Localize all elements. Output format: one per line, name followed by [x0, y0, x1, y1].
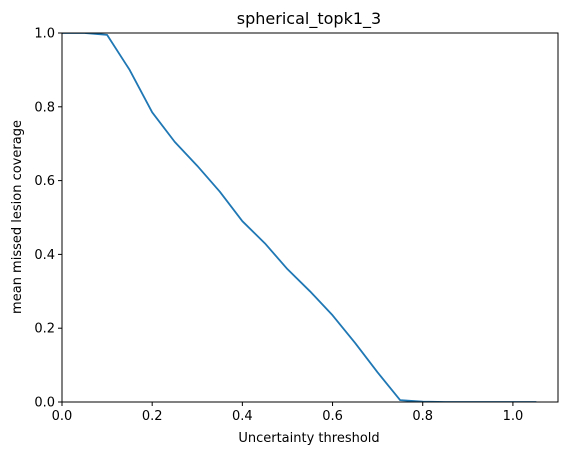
y-axis-label: mean missed lesion coverage [10, 120, 25, 314]
x-tick-label-2: 0.4 [232, 409, 253, 424]
y-tick-label-5: 1.0 [34, 27, 55, 42]
plot-area: 0.0 0.2 0.4 0.6 0.8 1.0 0.0 0.2 0.4 0.6 0.8 1.0 [34, 27, 559, 424]
plot-frame [61, 32, 559, 403]
series-line-0 [62, 33, 537, 402]
chart-title: spherical_topk1_3 [237, 9, 381, 29]
y-tick-label-2: 0.4 [34, 248, 55, 263]
x-tick-label-0: 0.0 [52, 409, 73, 424]
y-tick-label-4: 0.8 [34, 100, 55, 115]
y-tick-label-3: 0.6 [34, 174, 55, 189]
x-tick-label-3: 0.6 [322, 409, 343, 424]
x-tick-label-5: 1.0 [503, 409, 524, 424]
y-tick-label-0: 0.0 [34, 396, 55, 411]
x-tick-label-1: 0.2 [142, 409, 163, 424]
x-tick-label-4: 0.8 [412, 409, 433, 424]
x-axis-label: Uncertainty threshold [238, 431, 379, 446]
y-tick-label-1: 0.2 [34, 322, 55, 337]
